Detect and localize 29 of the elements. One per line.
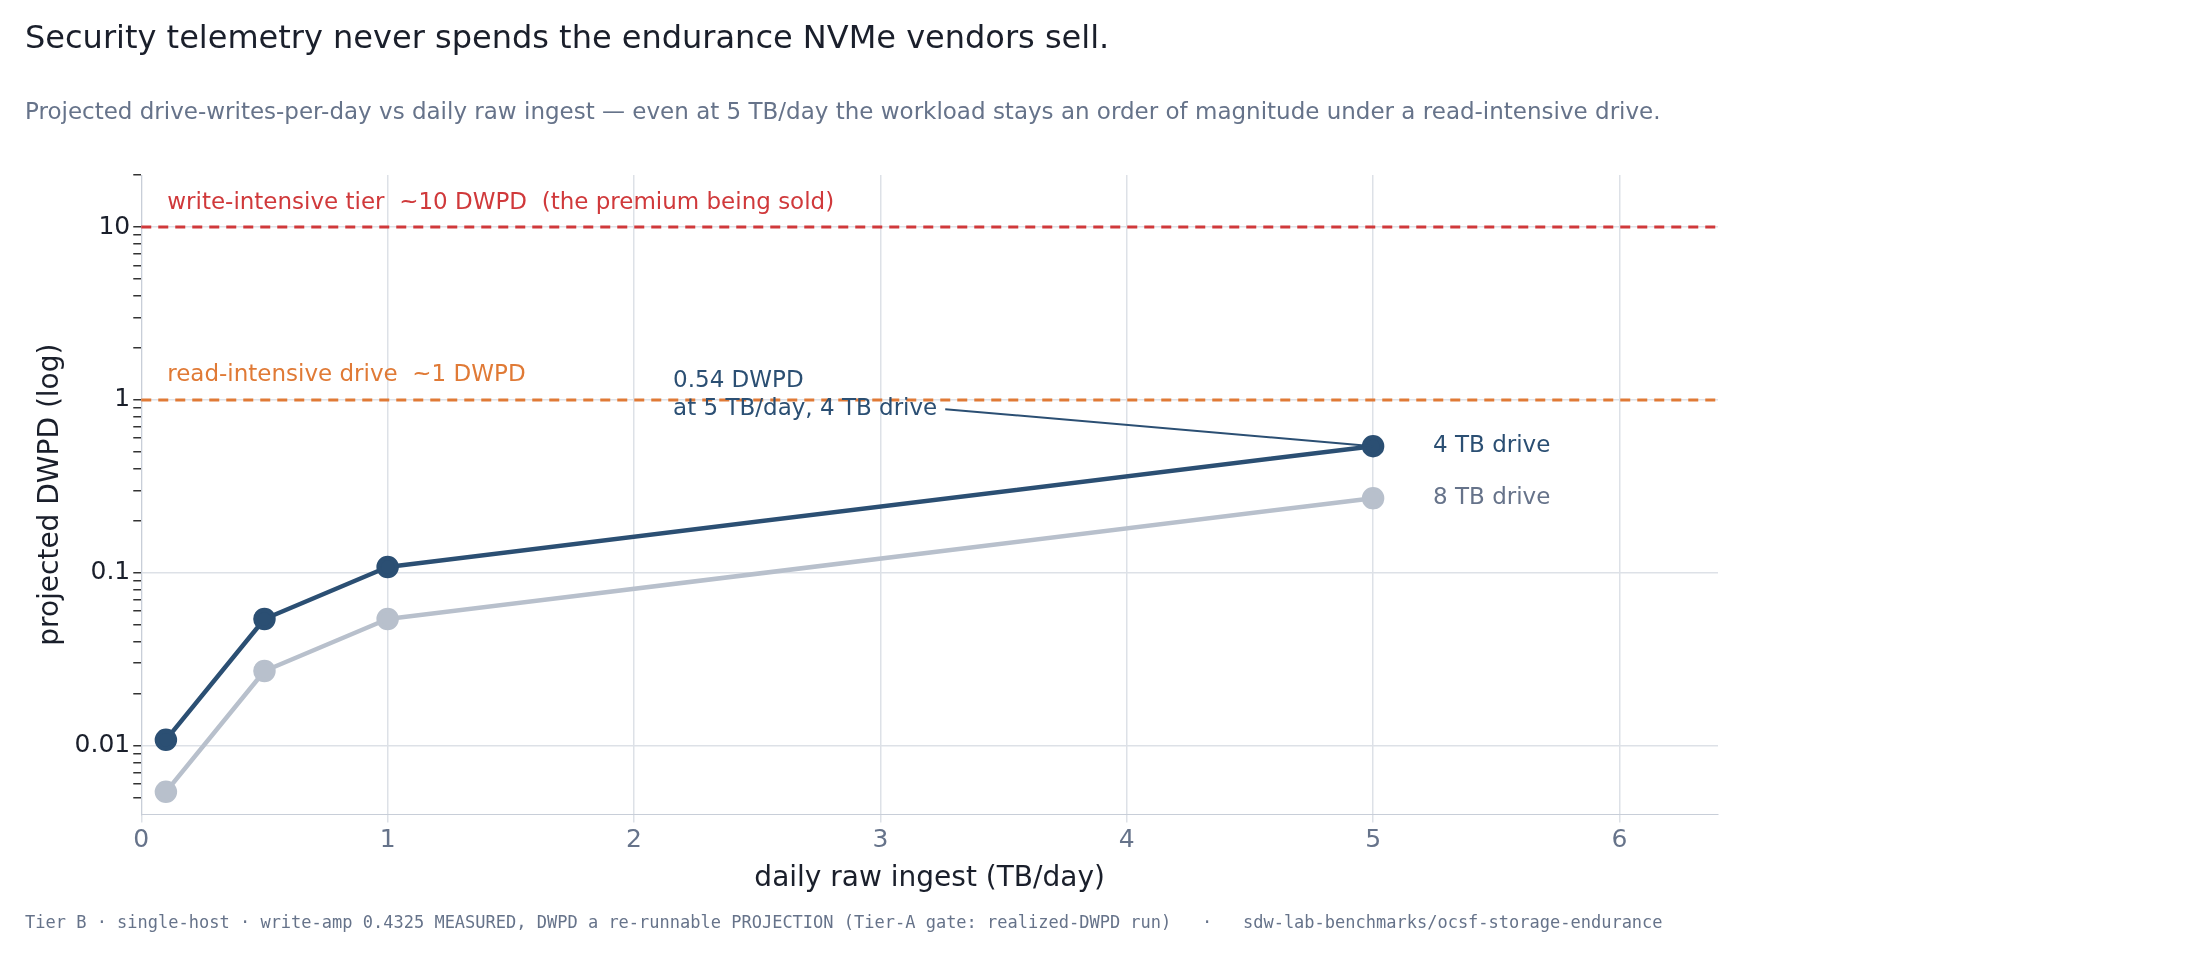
text: Tier B · single-host · write-amp 0.4325 MEASURED, DWPD a re-runnable PROJECTION (Tier-A gate: realized-DWPD run) · sdw-lab-benchmarks/ocsf-storage-endurance (25, 912, 1663, 932)
y-tick-label: 10 (98, 210, 131, 240)
y-tick-label: 0.01 (74, 729, 131, 759)
point (376, 555, 399, 579)
y-tick-label: 0.1 (90, 556, 131, 586)
point (1361, 434, 1385, 458)
x-axis-title: daily raw ingest (TB/day) (754, 860, 1105, 894)
point (253, 659, 276, 683)
annotation: 0.54 DWPD at 5 TB/day, 4 TB drive (673, 366, 938, 421)
point (154, 780, 178, 804)
y-tick-label: 1 (114, 383, 131, 413)
y-axis-title: projected DWPD (log) (32, 343, 66, 646)
x-tick-label: 3 (872, 823, 889, 853)
text: 4 TB drive (1433, 431, 1551, 458)
point (154, 728, 178, 752)
ref-line-label: read-intensive drive ~1 DWPD (167, 360, 526, 387)
x-tick-label: 2 (626, 823, 642, 853)
point (253, 607, 276, 631)
ref-line-label: write-intensive tier ~10 DWPD (the premium being sold) (167, 187, 835, 214)
x-tick-label: 6 (1611, 823, 1628, 853)
x-tick-label: 0 (133, 823, 150, 853)
chart-subtitle: Projected drive-writes-per-day vs daily raw ingest — even at 5 TB/day the workload stays an order of magnitude under a read-intensive drive. (25, 98, 1661, 124)
point (376, 607, 399, 631)
x-tick-label: 1 (379, 823, 396, 853)
x-tick-label: 5 (1365, 823, 1382, 853)
x-tick-label: 4 (1118, 823, 1135, 853)
text: 8 TB drive (1433, 483, 1551, 510)
chart-title: Security telemetry never spends the endurance NVMe vendors sell. (25, 18, 1110, 56)
point (1361, 486, 1385, 510)
